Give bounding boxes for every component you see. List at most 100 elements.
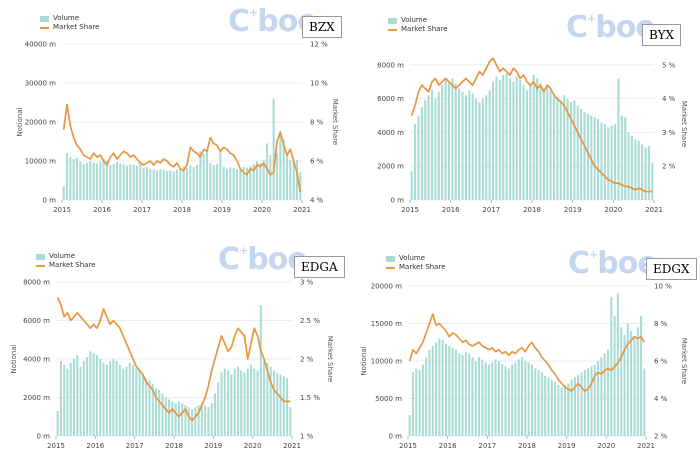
- volume-bar: [435, 342, 438, 436]
- y-tick-label: 8000 m: [23, 279, 50, 287]
- volume-bar: [624, 117, 627, 200]
- x-tick-label: 2015: [399, 442, 417, 450]
- volume-bar: [424, 100, 427, 200]
- volume-bar: [471, 93, 474, 200]
- y-tick-label: 2000 m: [23, 394, 50, 402]
- volume-bar: [151, 384, 154, 436]
- volume-bar: [644, 147, 647, 200]
- volume-bar: [430, 90, 434, 200]
- volume-bar: [181, 403, 184, 436]
- legend-item-market-share[interactable]: Market Share: [388, 25, 448, 34]
- y2-tick-label: 6 %: [310, 158, 324, 166]
- volume-bar: [62, 186, 65, 200]
- legend-item-market-share[interactable]: Market Share: [36, 261, 96, 270]
- volume-bars: [56, 305, 292, 437]
- volume-bar: [220, 372, 223, 436]
- volume-bar: [569, 102, 573, 200]
- y-tick-label: 8000 m: [377, 61, 404, 69]
- volume-bar: [240, 370, 243, 436]
- volume-bar: [529, 83, 532, 200]
- volume-bar: [189, 165, 192, 200]
- volume-bar: [481, 98, 484, 200]
- volume-bar: [168, 399, 171, 436]
- y2-tick-label: 2 %: [300, 356, 314, 364]
- volume-bar: [92, 162, 95, 200]
- x-tick-label: 2021: [293, 206, 311, 214]
- volume-bar: [421, 364, 424, 436]
- volume-bar: [515, 76, 518, 200]
- volume-bar: [246, 368, 249, 437]
- y-tick-label: 6000 m: [377, 95, 404, 103]
- volume-bar: [408, 415, 411, 436]
- venue-title: EDGX: [646, 258, 697, 280]
- volume-bar: [603, 353, 606, 436]
- volume-bar: [149, 168, 152, 200]
- legend-item-volume[interactable]: Volume: [40, 14, 100, 23]
- volume-bar: [559, 100, 562, 200]
- y-axis-title: Notional: [16, 107, 24, 136]
- volume-bar: [468, 90, 471, 200]
- x-tick-label: 2018: [518, 442, 536, 450]
- chart-svg: 0 m 5000 m 10000 m 15000 m 20000 m 2 % 4 % 6 % 8…: [360, 283, 688, 451]
- x-tick-label: 2016: [442, 206, 460, 214]
- y-tick-label: 0 m: [43, 197, 57, 205]
- volume-bar: [232, 168, 235, 200]
- volume-bar: [263, 359, 266, 436]
- volume-bar: [253, 368, 256, 437]
- y2-tick-label: 4 %: [654, 395, 668, 403]
- volume-bar: [448, 346, 451, 436]
- x-tick-label: 2020: [244, 442, 262, 450]
- volume-bar: [112, 163, 115, 200]
- volume-bar: [485, 95, 488, 200]
- volume-bar: [252, 164, 255, 200]
- y-tick-label: 30000 m: [25, 80, 56, 88]
- volume-bar: [199, 151, 202, 200]
- volume-bar: [464, 95, 467, 200]
- volume-bar: [550, 379, 553, 436]
- x-tick-label: 2016: [86, 442, 104, 450]
- legend-item-volume[interactable]: Volume: [388, 16, 448, 25]
- volume-bar: [122, 164, 125, 200]
- x-tick-label: 2019: [558, 442, 576, 450]
- volume-bar: [265, 143, 269, 200]
- volume-bar: [164, 397, 167, 436]
- volume-bar: [573, 100, 576, 200]
- chart-svg: 0 m 10000 m 20000 m 30000 m 40000 m 4 % 6 % 8 %…: [16, 41, 339, 215]
- volume-bar: [583, 112, 586, 200]
- volume-bar: [563, 385, 567, 436]
- volume-bar: [606, 349, 610, 436]
- volume-bar: [497, 361, 500, 436]
- y-tick-label: 20000 m: [371, 283, 402, 291]
- legend-item-market-share[interactable]: Market Share: [40, 23, 100, 32]
- volume-bar: [285, 155, 289, 200]
- volume-bar: [279, 374, 282, 436]
- y-axis-title: Notional: [10, 344, 18, 373]
- x-tick-label: 2019: [204, 442, 222, 450]
- volume-bar: [132, 164, 135, 200]
- volume-bar: [249, 166, 252, 200]
- x-tick-label: 2017: [482, 206, 500, 214]
- volume-bar: [438, 338, 441, 436]
- volume-bar: [542, 88, 545, 200]
- volume-bar: [525, 90, 528, 200]
- volume-bar: [192, 167, 195, 200]
- volume-bar: [138, 370, 141, 436]
- legend-item-market-share[interactable]: Market Share: [386, 263, 446, 272]
- chart-panel-byx: 0 m 2000 m 4000 m 6000 m 8000 m 2 % 3 % 4 % 5 % 2…: [350, 0, 700, 232]
- volume-bar: [647, 145, 650, 200]
- y2-axis-title: Market Share: [680, 101, 688, 148]
- volume-bar: [527, 362, 530, 436]
- y-tick-label: 0 m: [391, 197, 405, 205]
- volume-bar: [587, 368, 590, 436]
- x-tick-label: 2020: [604, 206, 622, 214]
- legend-item-volume[interactable]: Volume: [386, 254, 446, 263]
- volume-bar: [549, 90, 552, 200]
- volume-bar: [179, 168, 182, 200]
- x-tick-label: 2019: [564, 206, 582, 214]
- volume-bar: [225, 168, 229, 200]
- volume-bar: [213, 393, 216, 436]
- volume-bar: [471, 357, 474, 436]
- volume-bar: [223, 368, 226, 437]
- volume-bar: [171, 401, 174, 436]
- legend-item-volume[interactable]: Volume: [36, 252, 96, 261]
